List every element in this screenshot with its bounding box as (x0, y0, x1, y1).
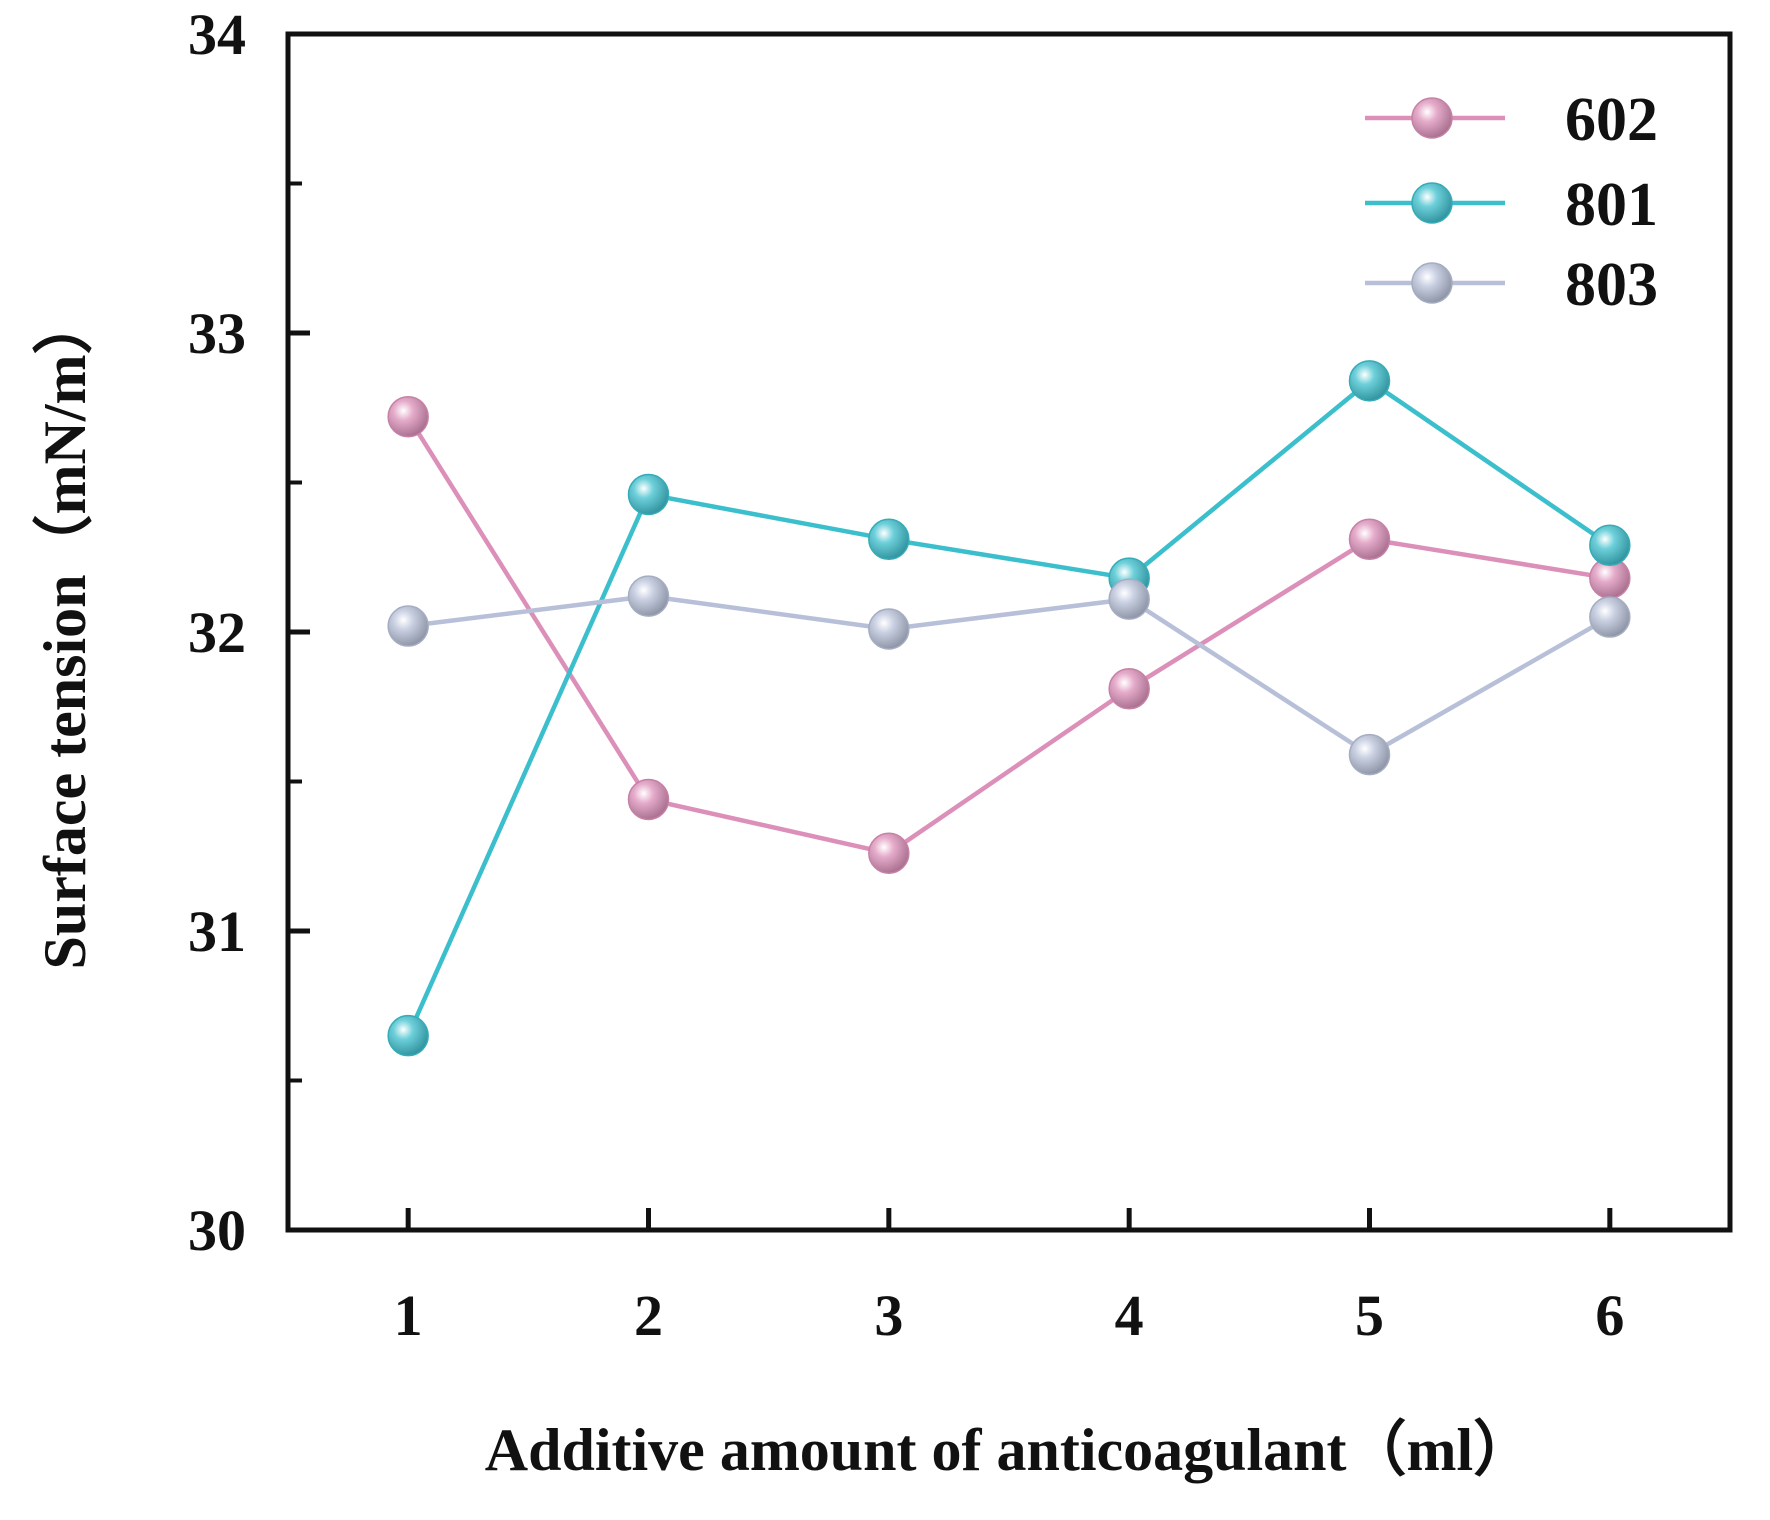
x-tick-label: 3 (874, 1283, 903, 1348)
x-tick-label: 5 (1355, 1283, 1384, 1348)
legend: 602 801 803 (1365, 86, 1658, 319)
x-tick-label: 6 (1595, 1283, 1624, 1348)
legend-item-602: 602 (1365, 86, 1658, 154)
data-point-803 (1589, 596, 1631, 638)
series-line-803 (407, 593, 1611, 757)
x-tick-label: 1 (394, 1283, 423, 1348)
legend-label: 803 (1565, 251, 1658, 319)
legend-label: 602 (1565, 86, 1658, 154)
legend-item-801: 801 (1365, 171, 1658, 239)
y-tick-label: 33 (188, 301, 246, 366)
y-tick-label: 30 (188, 1198, 246, 1263)
series-line-801 (406, 378, 1612, 1037)
series-layer (387, 360, 1631, 1057)
data-point-803 (627, 575, 670, 617)
data-point-602 (1348, 518, 1391, 561)
data-point-803 (387, 605, 429, 647)
legend-label: 801 (1565, 171, 1658, 239)
plot-frame (285, 31, 1733, 1233)
data-point-602 (387, 395, 429, 438)
data-point-801 (387, 1014, 429, 1057)
data-point-803 (1108, 578, 1150, 620)
data-point-801 (1589, 524, 1631, 567)
legend-item-803: 803 (1365, 251, 1658, 319)
series-803 (387, 575, 1631, 776)
series-602 (387, 395, 1631, 875)
x-tick-label: 2 (634, 1283, 663, 1348)
data-point-602 (627, 778, 670, 821)
legend-marker (1411, 182, 1453, 224)
data-point-602 (868, 832, 910, 875)
data-point-602 (1108, 668, 1150, 710)
data-point-803 (1348, 733, 1391, 776)
x-axis-title: Additive amount of anticoagulant（ml） (485, 1416, 1533, 1483)
legend-marker (1411, 262, 1453, 304)
data-point-803 (868, 608, 910, 650)
y-axis-title: Surface tension（mN/m） (31, 295, 98, 970)
y-tick-label: 34 (188, 2, 246, 67)
series-801 (387, 360, 1631, 1057)
y-tick-label: 32 (188, 600, 246, 665)
series-line-602 (406, 415, 1611, 856)
y-axis: 30 31 32 33 34 (188, 2, 310, 1263)
x-axis: 1 2 3 4 5 6 (394, 1208, 1624, 1348)
x-tick-label: 4 (1115, 1283, 1144, 1348)
data-point-801 (627, 473, 670, 516)
data-point-801 (868, 518, 910, 561)
y-tick-label: 31 (188, 899, 246, 964)
data-point-801 (1348, 360, 1391, 402)
legend-marker (1411, 97, 1453, 139)
